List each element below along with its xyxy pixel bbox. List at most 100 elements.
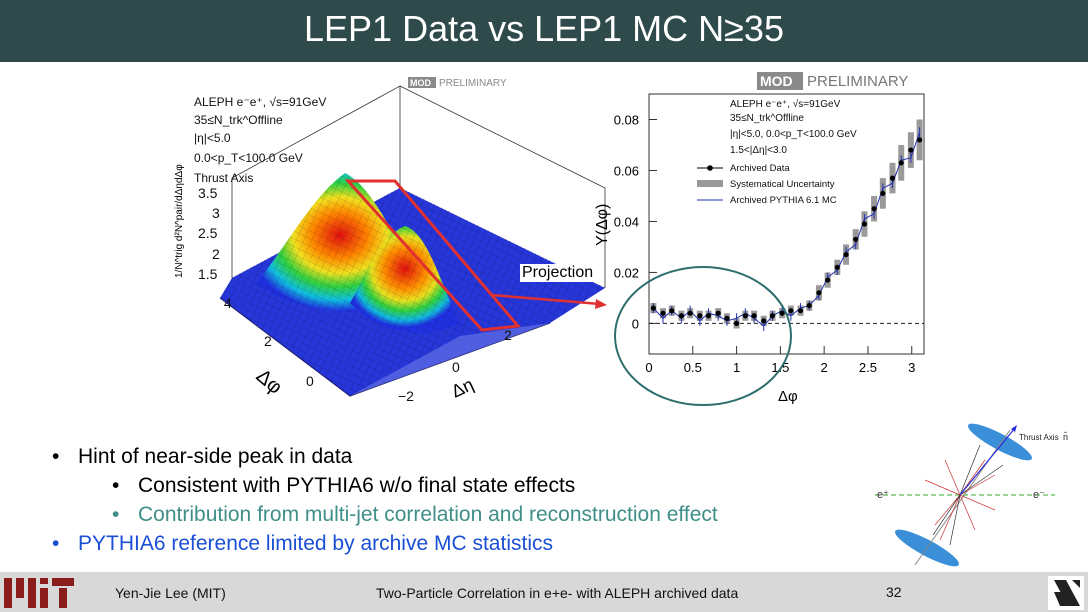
y-tick-label: 0.08 bbox=[614, 112, 639, 127]
data-point bbox=[806, 302, 812, 309]
y-tick-label: 0.06 bbox=[614, 163, 639, 178]
data-point bbox=[742, 313, 748, 319]
x-tick-label: 0 bbox=[452, 359, 460, 375]
data-point bbox=[761, 318, 767, 324]
slide-title: LEP1 Data vs LEP1 MC N≥35 bbox=[304, 8, 784, 49]
bullet-text: Contribution from multi-jet correlation … bbox=[138, 503, 718, 526]
projection-arrow bbox=[491, 293, 607, 309]
data-point bbox=[733, 320, 740, 327]
surface-legend-line-4: 0.0<p_T<100.0 GeV bbox=[194, 151, 303, 165]
surface-legend-line-5: Thrust Axis bbox=[194, 171, 253, 185]
projection-badge: MOD PRELIMINARY bbox=[757, 72, 908, 90]
proj-legend-line-3: |η|<5.0, 0.0<p_T<100.0 GeV bbox=[730, 129, 857, 140]
surface-legend-line-3: |η|<5.0 bbox=[194, 131, 231, 145]
data-point bbox=[669, 308, 675, 314]
jet-cone-lower bbox=[894, 529, 960, 567]
bullet-item: • PYTHIA6 reference limited by archive MC… bbox=[52, 532, 553, 555]
svg-text:MOD: MOD bbox=[760, 73, 793, 89]
data-point bbox=[853, 236, 859, 242]
x-tick-label: 2 bbox=[504, 327, 512, 343]
surface-zlabel: 1/N^trig d²N^pair/dΔηdΔφ bbox=[174, 164, 185, 278]
data-point bbox=[797, 308, 804, 314]
data-point bbox=[678, 313, 685, 319]
footer-talk: Two-Particle Correlation in e+e- with AL… bbox=[376, 585, 739, 601]
z-tick-label: 1.5 bbox=[198, 266, 218, 282]
x-tick-label: 3 bbox=[908, 360, 915, 375]
projection-xlabel: Δφ bbox=[778, 388, 798, 405]
data-point bbox=[715, 310, 721, 316]
data-point bbox=[769, 313, 776, 319]
projection-frame bbox=[648, 93, 925, 355]
y-tick-label: 2 bbox=[264, 333, 272, 349]
institution-logo bbox=[1048, 576, 1084, 610]
jet-cone-upper bbox=[967, 423, 1033, 461]
title-bar bbox=[0, 0, 1088, 62]
bullet-item: • Contribution from multi-jet correlation… bbox=[112, 503, 718, 526]
mit-logo bbox=[4, 578, 74, 608]
data-point bbox=[687, 310, 693, 316]
data-point bbox=[825, 277, 831, 283]
x-tick-label: 2 bbox=[821, 360, 828, 375]
bullet-list: • Hint of near-side peak in data • Consist… bbox=[52, 442, 718, 558]
data-point bbox=[834, 264, 840, 270]
footer-bar bbox=[0, 572, 1088, 612]
z-tick-label: 3 bbox=[212, 205, 220, 221]
proj-legend-line-1: ALEPH e⁻e⁺, √s=91GeV bbox=[730, 98, 841, 110]
data-point bbox=[889, 175, 896, 181]
data-point bbox=[898, 160, 904, 166]
projection-ylabel: Y(Δφ) bbox=[594, 204, 611, 246]
data-point bbox=[880, 190, 886, 197]
y-tick-label: 0 bbox=[632, 316, 639, 331]
projection-y-ticks: 0 0.02 0.04 0.06 0.08 bbox=[614, 112, 657, 331]
z-tick-label: 3.5 bbox=[198, 185, 218, 201]
surface-legend: ALEPH e⁻e⁺, √s=91GeV 35≤N_trk^Offline |η… bbox=[194, 95, 326, 185]
z-tick-label: 2.5 bbox=[198, 225, 218, 241]
bullet-item: • Hint of near-side peak in data bbox=[52, 445, 353, 468]
e-plus-label: e⁺ bbox=[877, 489, 889, 501]
data-point bbox=[871, 206, 877, 212]
thrust-n-label: n̂ bbox=[1063, 432, 1068, 442]
x-tick-label: −2 bbox=[398, 388, 414, 404]
data-point bbox=[779, 310, 785, 316]
surface-frame bbox=[231, 85, 606, 289]
data-point bbox=[751, 313, 757, 319]
proj-legend-line-4: 1.5<|Δη|<3.0 bbox=[730, 145, 787, 156]
y-tick-label: 0.04 bbox=[614, 214, 639, 229]
x-tick-label: 2.5 bbox=[859, 360, 877, 375]
y-tick-label: 0.02 bbox=[614, 265, 639, 280]
x-tick-label: 0 bbox=[645, 360, 652, 375]
projection-badge-text: PRELIMINARY bbox=[807, 73, 908, 90]
thrust-axis-label: Thrust Axis bbox=[1019, 433, 1059, 442]
svg-text:MOD: MOD bbox=[410, 78, 431, 88]
legend-archived-data: Archived Data bbox=[730, 163, 790, 174]
data-point bbox=[843, 251, 849, 258]
footer-page-number: 32 bbox=[886, 584, 902, 600]
bullet-text: PYTHIA6 reference limited by archive MC … bbox=[78, 532, 553, 555]
bullet-text: Hint of near-side peak in data bbox=[78, 445, 353, 468]
data-point bbox=[908, 147, 914, 153]
proj-legend-line-2: 35≤N_trk^Offline bbox=[730, 113, 804, 124]
projection-label: Projection bbox=[520, 264, 596, 282]
surface-legend-line-1: ALEPH e⁻e⁺, √s=91GeV bbox=[194, 95, 326, 109]
surface-badge-text: PRELIMINARY bbox=[439, 78, 507, 89]
data-point bbox=[917, 137, 923, 143]
data-points bbox=[650, 137, 923, 327]
bullet-item: • Consistent with PYTHIA6 w/o final state… bbox=[112, 474, 576, 497]
x-tick-label: 1 bbox=[733, 360, 740, 375]
legend-systematics: Systematical Uncertainty bbox=[730, 179, 835, 190]
surface-xlabel: Δη bbox=[448, 374, 476, 401]
surface-badge: MOD PRELIMINARY bbox=[408, 77, 507, 89]
surface-z-ticks: 3.5 3 2.5 2 1.5 bbox=[198, 185, 220, 282]
data-point bbox=[697, 313, 703, 319]
surface-plot: MOD PRELIMINARY ALEPH e⁻e⁺, √s=91GeV 35≤… bbox=[174, 77, 606, 404]
highlight-circle bbox=[614, 266, 792, 406]
data-point bbox=[816, 290, 822, 296]
footer-author: Yen-Jie Lee (MIT) bbox=[115, 585, 226, 601]
bullet-text: Consistent with PYTHIA6 w/o final state … bbox=[138, 474, 576, 497]
surface-legend-line-2: 35≤N_trk^Offline bbox=[194, 113, 283, 127]
data-point bbox=[788, 308, 794, 314]
projection-box bbox=[344, 179, 521, 332]
surface-y-ticks: 4 2 0 bbox=[224, 295, 314, 389]
projection-legend: Archived Data Systematical Uncertainty A… bbox=[697, 163, 837, 206]
data-point bbox=[660, 310, 666, 316]
